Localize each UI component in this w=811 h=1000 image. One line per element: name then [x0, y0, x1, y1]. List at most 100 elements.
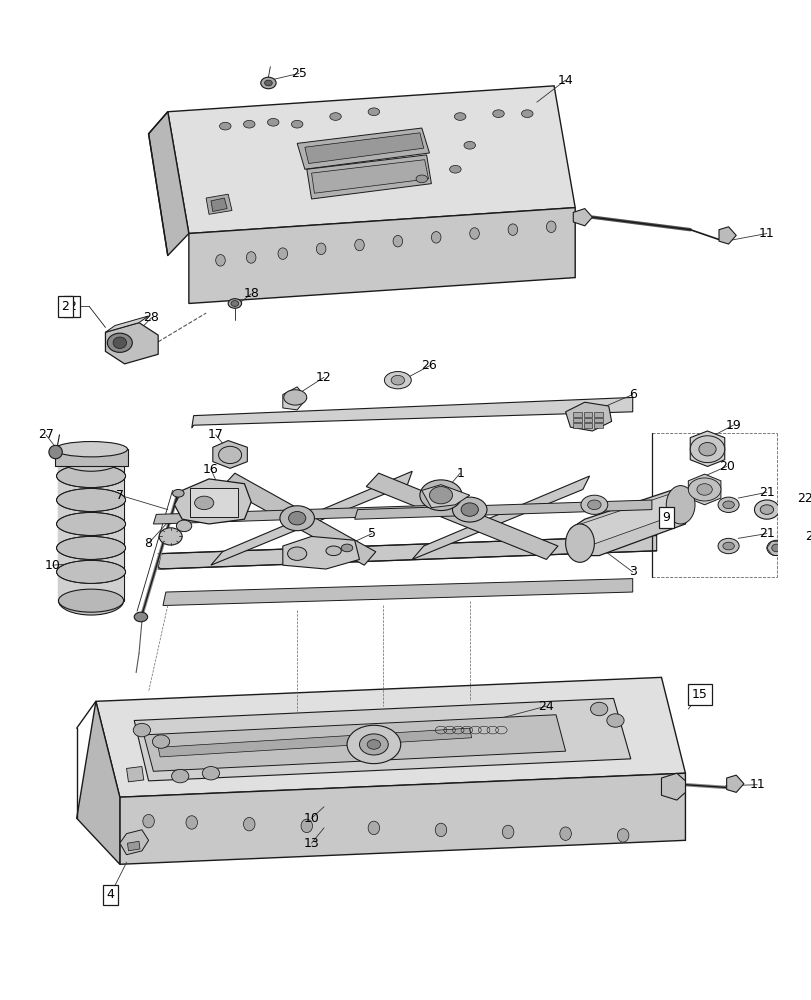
- Ellipse shape: [134, 612, 148, 622]
- Ellipse shape: [288, 512, 306, 525]
- Ellipse shape: [452, 497, 487, 522]
- Polygon shape: [144, 715, 565, 771]
- Ellipse shape: [57, 536, 126, 559]
- Ellipse shape: [449, 165, 461, 173]
- Ellipse shape: [463, 141, 475, 149]
- Bar: [594, 423, 603, 428]
- Bar: [573, 412, 581, 417]
- Ellipse shape: [329, 113, 341, 120]
- Ellipse shape: [176, 520, 191, 532]
- Polygon shape: [282, 536, 359, 569]
- Ellipse shape: [287, 547, 307, 560]
- Ellipse shape: [354, 239, 364, 251]
- Polygon shape: [158, 728, 471, 757]
- Polygon shape: [565, 402, 611, 431]
- Polygon shape: [174, 479, 251, 524]
- Text: 19: 19: [724, 419, 740, 432]
- Ellipse shape: [219, 122, 231, 130]
- Text: 3: 3: [628, 565, 636, 578]
- Text: 4: 4: [106, 888, 114, 901]
- Polygon shape: [189, 208, 574, 303]
- Ellipse shape: [58, 586, 123, 615]
- Polygon shape: [689, 431, 724, 466]
- Text: 10: 10: [45, 559, 61, 572]
- Polygon shape: [211, 198, 227, 211]
- Text: 27: 27: [38, 428, 54, 441]
- Ellipse shape: [431, 232, 440, 243]
- Ellipse shape: [565, 524, 594, 562]
- Ellipse shape: [546, 221, 556, 233]
- Text: 8: 8: [144, 537, 152, 550]
- Ellipse shape: [195, 496, 213, 510]
- Ellipse shape: [171, 769, 189, 783]
- Polygon shape: [148, 112, 189, 256]
- Ellipse shape: [384, 372, 410, 389]
- Ellipse shape: [301, 819, 312, 833]
- Polygon shape: [212, 441, 247, 468]
- Polygon shape: [661, 773, 684, 800]
- Ellipse shape: [696, 484, 711, 495]
- Ellipse shape: [264, 80, 272, 86]
- Polygon shape: [726, 775, 743, 792]
- Ellipse shape: [766, 540, 785, 556]
- Ellipse shape: [689, 436, 724, 463]
- Ellipse shape: [54, 442, 127, 457]
- Polygon shape: [354, 500, 651, 519]
- Ellipse shape: [722, 542, 733, 550]
- Ellipse shape: [367, 740, 380, 749]
- Text: 17: 17: [208, 428, 223, 441]
- Text: 25: 25: [291, 67, 307, 80]
- Polygon shape: [158, 535, 656, 569]
- Ellipse shape: [429, 487, 452, 504]
- Ellipse shape: [393, 235, 402, 247]
- Ellipse shape: [367, 108, 380, 116]
- Ellipse shape: [316, 243, 325, 255]
- Ellipse shape: [57, 512, 126, 535]
- Ellipse shape: [49, 445, 62, 459]
- Text: 24: 24: [538, 700, 554, 713]
- Polygon shape: [76, 701, 120, 864]
- Ellipse shape: [186, 816, 197, 829]
- Ellipse shape: [666, 486, 694, 524]
- Ellipse shape: [216, 255, 225, 266]
- Polygon shape: [105, 323, 158, 364]
- Polygon shape: [304, 133, 423, 164]
- Ellipse shape: [267, 118, 279, 126]
- Bar: [583, 418, 592, 422]
- Bar: [583, 423, 592, 428]
- Ellipse shape: [243, 120, 255, 128]
- Polygon shape: [120, 773, 684, 864]
- Text: 21: 21: [758, 527, 774, 540]
- Text: 23: 23: [804, 530, 811, 543]
- Polygon shape: [297, 128, 429, 169]
- Ellipse shape: [606, 714, 624, 727]
- Bar: [583, 412, 592, 417]
- Ellipse shape: [107, 333, 132, 352]
- Polygon shape: [105, 316, 148, 332]
- Ellipse shape: [113, 337, 127, 349]
- Ellipse shape: [260, 77, 276, 89]
- Ellipse shape: [502, 825, 513, 839]
- Ellipse shape: [492, 110, 504, 117]
- Ellipse shape: [415, 175, 427, 183]
- Ellipse shape: [231, 301, 238, 306]
- Ellipse shape: [580, 495, 607, 514]
- Text: 18: 18: [243, 287, 259, 300]
- Text: 13: 13: [303, 837, 319, 850]
- Ellipse shape: [770, 544, 780, 552]
- Polygon shape: [211, 471, 412, 565]
- Polygon shape: [366, 473, 557, 559]
- Text: 2: 2: [68, 300, 75, 313]
- Polygon shape: [134, 698, 630, 781]
- Ellipse shape: [133, 723, 150, 737]
- Ellipse shape: [152, 735, 169, 748]
- Text: 16: 16: [203, 463, 218, 476]
- Ellipse shape: [243, 817, 255, 831]
- Ellipse shape: [202, 767, 219, 780]
- Polygon shape: [573, 209, 592, 226]
- Text: 11: 11: [749, 778, 764, 791]
- Polygon shape: [718, 227, 736, 244]
- Bar: [54, 449, 127, 466]
- Ellipse shape: [283, 390, 307, 405]
- Ellipse shape: [454, 113, 466, 120]
